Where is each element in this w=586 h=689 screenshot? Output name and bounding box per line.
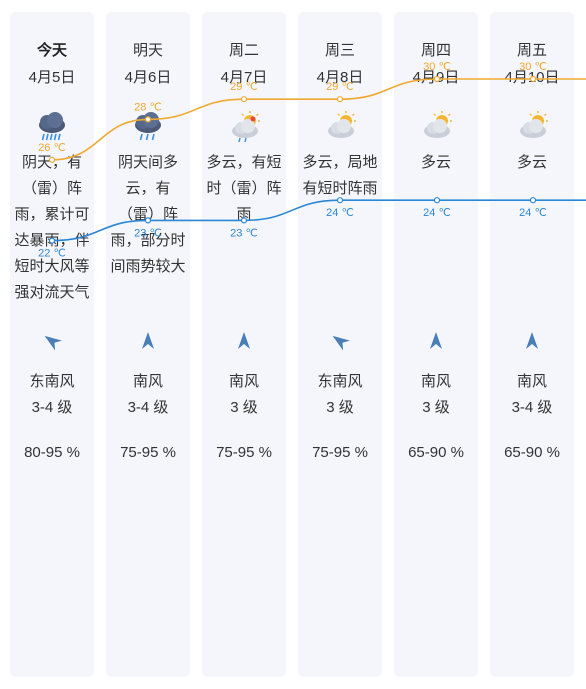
day-column: 周三 4月8日 多云，局地有短时阵雨 东南风 3 级 75-95 % <box>298 12 382 677</box>
sun-cloud-shower-icon <box>232 110 261 142</box>
partly-cloudy-icon <box>520 110 549 138</box>
weather-description: 多云，有短时（雷）阵雨 <box>206 154 282 223</box>
wind-level: 3-4 级 <box>127 399 169 416</box>
day-label: 今天 <box>36 42 67 59</box>
wind-level: 3 级 <box>230 399 258 416</box>
day-label: 周五 <box>516 42 547 59</box>
humidity: 65-90 % <box>408 444 464 461</box>
weather-description: 多云，局地有短时阵雨 <box>302 154 378 197</box>
humidity: 75-95 % <box>120 444 176 461</box>
humidity: 65-90 % <box>504 444 560 461</box>
weather-description: 多云 <box>420 154 451 171</box>
wind-direction: 南风 <box>132 373 163 390</box>
wind-direction: 东南风 <box>317 373 363 390</box>
weather-description: 阴天间多云，有（雷）阵雨，部分时间雨势较大 <box>110 154 186 275</box>
date-label: 4月7日 <box>220 69 268 86</box>
day-label: 周四 <box>420 42 451 59</box>
day-column: 周五 4月10日 多云 南风 3-4 级 65-90 % <box>490 12 574 677</box>
day-column: 周四 4月9日 多云 南风 3 级 65-90 % <box>394 12 478 677</box>
wind-south-icon <box>526 332 538 349</box>
day-column: 今天 4月5日 阴天，有（雷）阵雨，累计可达暴雨，伴短时大风等强对流天气 东南风… <box>10 12 94 677</box>
wind-direction: 南风 <box>228 373 259 390</box>
wind-level: 3-4 级 <box>511 399 553 416</box>
wind-level: 3 级 <box>326 399 354 416</box>
humidity: 75-95 % <box>312 444 368 461</box>
day-label: 明天 <box>132 42 163 59</box>
date-label: 4月8日 <box>316 69 364 86</box>
day-column: 明天 4月6日 阴天间多云，有（雷）阵雨，部分时间雨势较大 南风 3-4 级 7… <box>106 12 190 677</box>
weather-description: 阴天，有（雷）阵雨，累计可达暴雨，伴短时大风等强对流天气 <box>14 154 90 301</box>
wind-direction: 南风 <box>516 373 547 390</box>
day-label: 周二 <box>228 42 259 59</box>
date-label: 4月6日 <box>124 69 172 86</box>
wind-south-icon <box>238 332 250 349</box>
date-label: 4月9日 <box>412 69 460 86</box>
wind-south-icon <box>430 332 442 349</box>
day-label: 周三 <box>324 42 355 59</box>
heavy-rain-icon <box>39 112 65 141</box>
wind-southeast-icon <box>44 335 62 351</box>
wind-level: 3 级 <box>422 399 450 416</box>
wind-direction: 东南风 <box>29 373 75 390</box>
weather-description: 多云 <box>516 154 547 171</box>
date-label: 4月10日 <box>504 69 560 86</box>
humidity: 75-95 % <box>216 444 272 461</box>
wind-direction: 南风 <box>420 373 451 390</box>
rain-icon <box>135 112 161 141</box>
partly-cloudy-icon <box>424 110 453 138</box>
wind-south-icon <box>142 332 154 349</box>
wind-level: 3-4 级 <box>31 399 73 416</box>
humidity: 80-95 % <box>24 444 80 461</box>
date-label: 4月5日 <box>28 69 76 86</box>
day-column: 周二 4月7日 多云，有短时（雷）阵雨 南风 3 级 75-95 % <box>202 12 286 677</box>
wind-southeast-icon <box>332 335 350 351</box>
partly-cloudy-icon <box>328 110 357 138</box>
